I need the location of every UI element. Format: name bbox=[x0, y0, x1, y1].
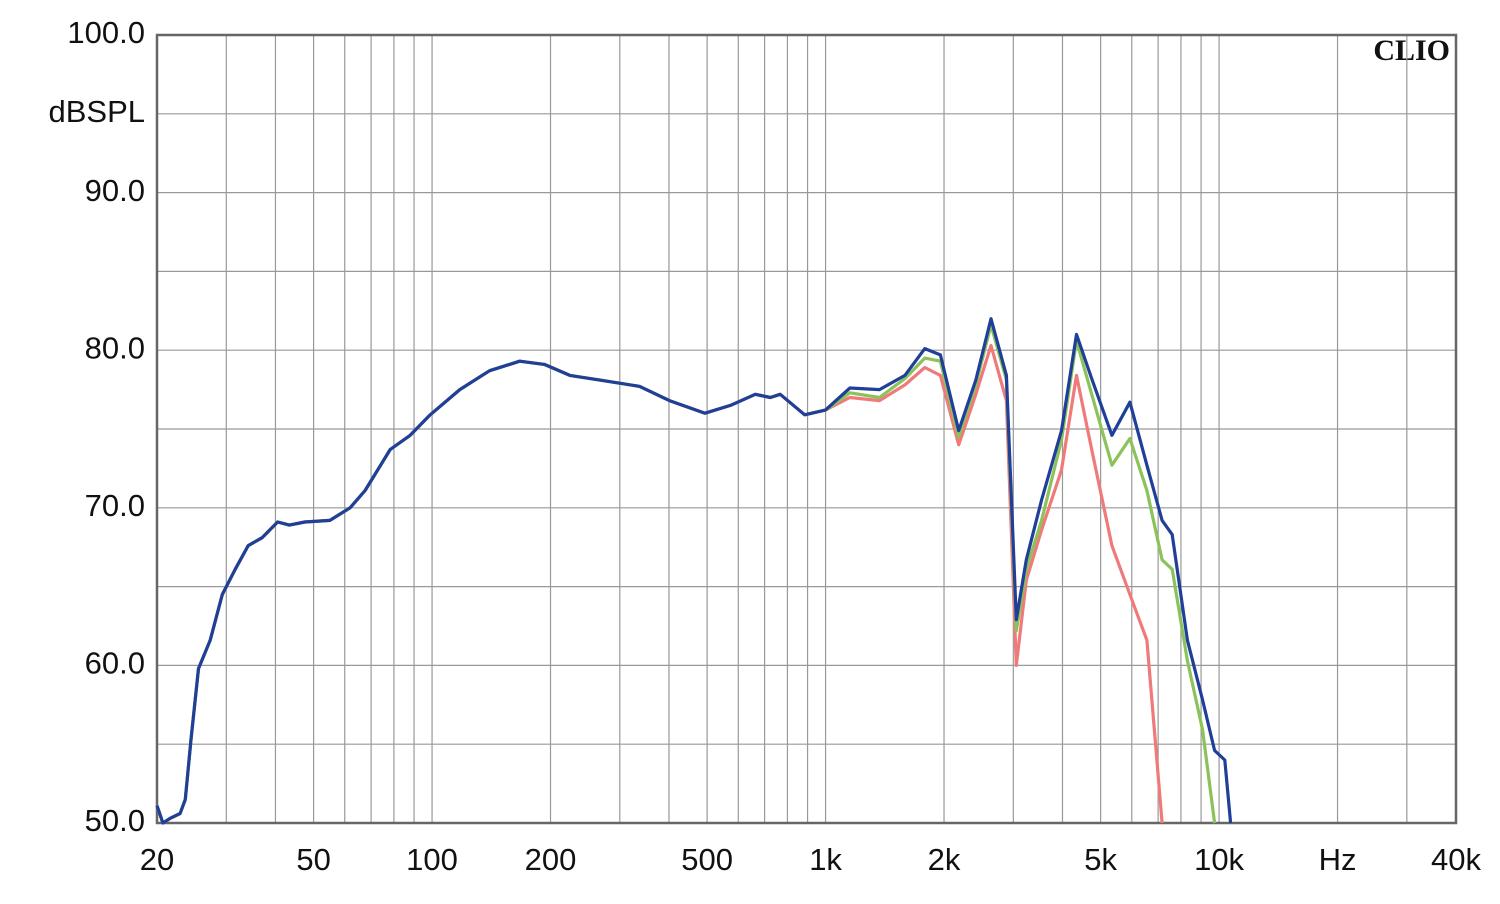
response-curve bbox=[155, 343, 1164, 825]
x-tick-label: 1k bbox=[809, 842, 842, 877]
x-tick-label: 40k bbox=[1431, 842, 1481, 877]
x-tick-label: 2k bbox=[928, 842, 961, 877]
response-curve bbox=[155, 317, 1233, 825]
x-tick-label: 50 bbox=[296, 842, 330, 877]
x-tick-label: Hz bbox=[1319, 842, 1357, 877]
watermark: CLIO bbox=[1373, 34, 1450, 67]
x-tick-label: 200 bbox=[525, 842, 577, 877]
y-tick-label: 60.0 bbox=[85, 646, 145, 681]
x-tick-label: 5k bbox=[1084, 842, 1117, 877]
x-tick-label: 500 bbox=[681, 842, 733, 877]
x-tick-label: 20 bbox=[140, 842, 174, 877]
response-curve bbox=[155, 323, 1217, 825]
y-axis-label: dBSPL bbox=[48, 94, 145, 129]
plot-frame bbox=[155, 33, 1458, 825]
x-tick-label: 10k bbox=[1194, 842, 1244, 877]
y-tick-label: 80.0 bbox=[85, 330, 145, 365]
y-tick-label: 50.0 bbox=[85, 803, 145, 838]
y-tick-label: 70.0 bbox=[85, 488, 145, 523]
y-tick-label: 90.0 bbox=[85, 173, 145, 208]
x-tick-label: 100 bbox=[406, 842, 458, 877]
y-tick-label: 100.0 bbox=[67, 15, 145, 50]
